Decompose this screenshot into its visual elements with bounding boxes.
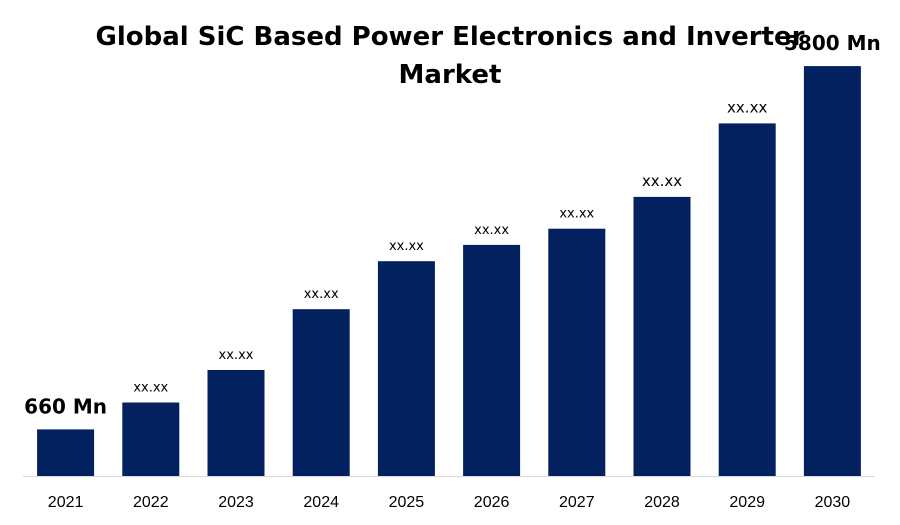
data-label-2021: 660 Mn xyxy=(24,394,107,418)
bar-2024 xyxy=(292,309,350,476)
bar-2026 xyxy=(463,244,521,476)
bar-2029 xyxy=(718,123,776,477)
bar-2028 xyxy=(633,196,691,476)
chart-title: Global SiC Based Power Electronics and I… xyxy=(0,18,900,94)
x-tick-label-2021: 2021 xyxy=(48,494,84,511)
x-tick-label-2027: 2027 xyxy=(559,494,595,511)
data-label-2023: xx.xx xyxy=(219,348,254,363)
bar-2022 xyxy=(122,402,180,476)
x-tick-label-2028: 2028 xyxy=(644,494,680,511)
chart-title-line-1: Global SiC Based Power Electronics and I… xyxy=(95,22,805,52)
data-label-2025: xx.xx xyxy=(389,239,424,254)
x-tick-label-2029: 2029 xyxy=(729,494,765,511)
chart-title-line-2: Market xyxy=(398,60,502,90)
data-label-2026: xx.xx xyxy=(474,223,509,238)
bar-2021 xyxy=(37,429,95,476)
bar-2030 xyxy=(803,66,861,476)
x-tick-label-2025: 2025 xyxy=(389,494,425,511)
data-label-2030: 5800 Mn xyxy=(784,31,881,55)
bar-2023 xyxy=(207,370,265,476)
x-tick-label-2030: 2030 xyxy=(815,494,851,511)
x-tick-label-2024: 2024 xyxy=(303,494,339,511)
data-label-2024: xx.xx xyxy=(304,287,339,302)
bar-2025 xyxy=(377,261,435,476)
bar-2027 xyxy=(548,228,606,476)
x-tick-label-2022: 2022 xyxy=(133,494,169,511)
data-label-2027: xx.xx xyxy=(559,207,594,222)
data-label-2022: xx.xx xyxy=(133,381,168,396)
x-tick-label-2023: 2023 xyxy=(218,494,254,511)
data-label-2029: xx.xx xyxy=(727,98,767,116)
x-tick-label-2026: 2026 xyxy=(474,494,510,511)
data-label-2028: xx.xx xyxy=(642,172,682,190)
